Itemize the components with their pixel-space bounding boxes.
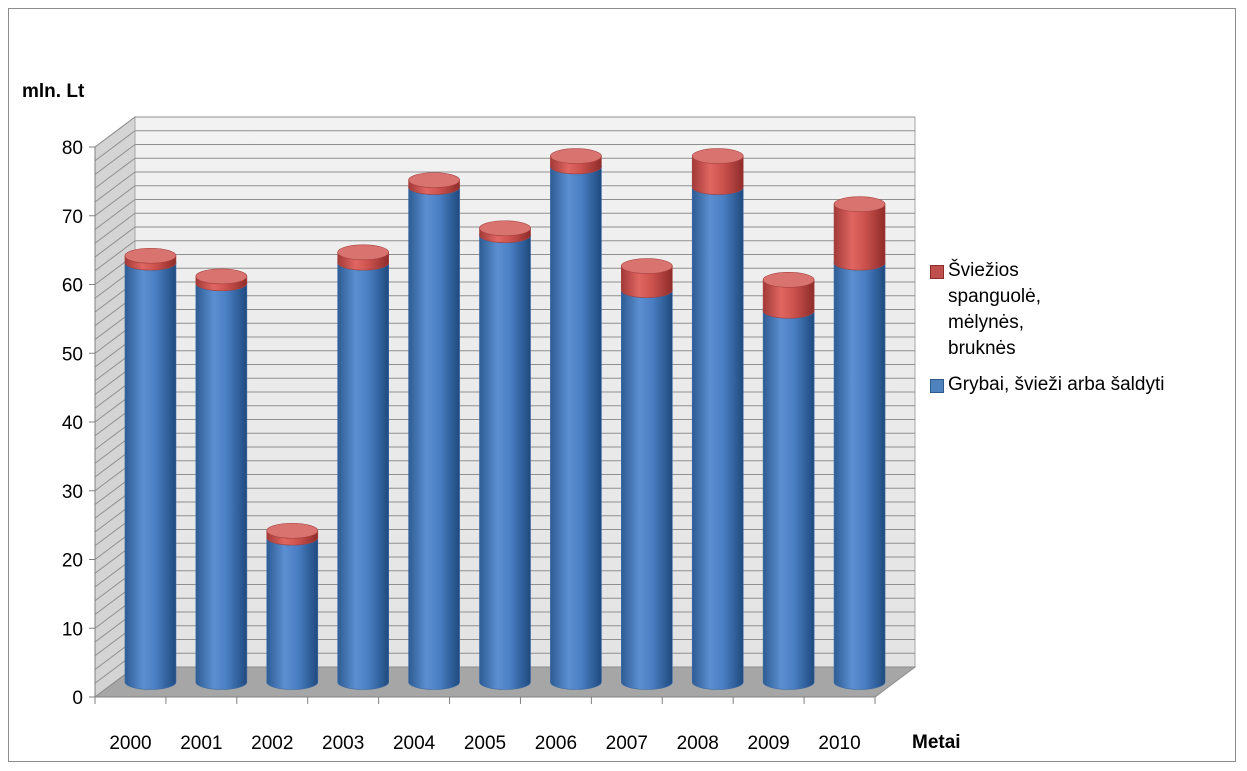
bar-body xyxy=(691,155,744,195)
bars xyxy=(124,148,886,690)
x-tick-label: 2006 xyxy=(535,733,577,754)
bar-body xyxy=(195,282,248,690)
bar-cranberries xyxy=(266,522,319,546)
bar-top xyxy=(266,522,319,539)
y-tick-label: 70 xyxy=(62,207,83,228)
gridline-minor-side xyxy=(94,157,136,189)
x-tick-label: 2010 xyxy=(818,733,860,754)
bar-mushrooms xyxy=(408,179,460,690)
y-tick-label: 40 xyxy=(62,413,83,434)
bar-body xyxy=(124,262,177,690)
bar-mushrooms xyxy=(266,529,319,690)
bar-mushrooms xyxy=(550,158,602,690)
bar-cranberries xyxy=(408,172,460,195)
x-tick-label: 2008 xyxy=(677,733,719,754)
bar-cranberries xyxy=(762,272,815,319)
bar-cranberries xyxy=(337,244,389,271)
y-axis-title: mln. Lt xyxy=(22,81,85,102)
bar-cranberries xyxy=(833,196,886,271)
x-tick-label: 2009 xyxy=(747,733,789,754)
bar-mushrooms xyxy=(762,302,815,690)
bar-body xyxy=(762,310,815,690)
bar-mushrooms xyxy=(479,227,531,690)
legend-label-cranberries: Šviežios spanguolė, mėlynės, bruknės xyxy=(948,260,1041,359)
bar-cranberries xyxy=(124,247,177,271)
y-tick-label: 50 xyxy=(62,344,83,365)
x-axis: 2000 2001 2002 2003 2004 2005 2006 2007 2008 2009… xyxy=(94,697,876,754)
bar-top xyxy=(762,272,815,288)
bar-mushrooms xyxy=(195,275,248,690)
bar-cranberries xyxy=(550,148,602,175)
bar-body xyxy=(337,262,389,690)
bar-body xyxy=(266,537,319,690)
y-tick-label: 0 xyxy=(72,688,83,709)
bar-top xyxy=(833,196,886,212)
y-tick-label: 10 xyxy=(62,619,83,640)
legend-swatch-cranberries xyxy=(930,265,944,279)
gridline-minor-side xyxy=(94,199,136,230)
legend-swatch-mushrooms xyxy=(930,379,944,393)
bar-mushrooms xyxy=(621,282,673,690)
bar-body xyxy=(833,262,886,690)
y-tick-label: 20 xyxy=(62,551,83,572)
bar-top xyxy=(124,247,177,264)
x-tick-label: 2002 xyxy=(251,733,293,754)
bar-top xyxy=(550,148,602,164)
bar-cranberries xyxy=(195,268,248,292)
gridline-major-side xyxy=(94,116,136,148)
x-tick-label: 2005 xyxy=(464,733,506,754)
bar-body xyxy=(479,234,531,690)
bar-body xyxy=(833,203,886,271)
bar-body xyxy=(621,265,673,298)
bar-cranberries xyxy=(621,258,673,298)
bar-body xyxy=(762,279,815,319)
gridline-minor-side xyxy=(94,171,136,203)
gridline-minor-side xyxy=(94,212,136,244)
bar-top xyxy=(691,148,744,164)
bar-body xyxy=(408,186,460,690)
y-tick-label: 80 xyxy=(62,138,83,159)
gridline-minor-side xyxy=(94,130,136,162)
gridline-minor-side xyxy=(94,226,136,258)
x-tick-label: 2003 xyxy=(322,733,364,754)
x-tick-label: 2000 xyxy=(109,733,151,754)
bar-body xyxy=(550,166,602,690)
bar-top xyxy=(195,268,248,285)
y-axis: 0 10 20 30 40 50 60 70 80 xyxy=(62,138,95,709)
gridline-major-side xyxy=(94,185,136,217)
legend-item-cranberries: Šviežios spanguolė, mėlynės, bruknės xyxy=(930,258,1240,362)
bar-top xyxy=(408,172,460,188)
bar-body xyxy=(621,289,673,690)
y-tick-label: 60 xyxy=(62,276,83,297)
bar-mushrooms xyxy=(691,179,744,690)
x-tick-label: 2007 xyxy=(606,733,648,754)
x-tick-label: 2001 xyxy=(180,733,222,754)
bar-mushrooms xyxy=(124,254,177,690)
legend: Šviežios spanguolė, mėlynės, bruknės Gry… xyxy=(930,258,1240,408)
bar-top xyxy=(621,258,673,274)
x-tick-label: 2004 xyxy=(393,733,436,754)
bar-top xyxy=(337,244,389,261)
bar-top xyxy=(479,220,531,237)
bar-mushrooms xyxy=(833,254,886,690)
x-axis-title: Metai xyxy=(912,732,961,753)
legend-label-mushrooms: Grybai, švieži arba šaldyti xyxy=(948,374,1165,395)
legend-item-mushrooms: Grybai, švieži arba šaldyti xyxy=(930,372,1240,398)
y-tick-label: 30 xyxy=(62,482,83,503)
bar-cranberries xyxy=(479,220,531,243)
gridline-minor-side xyxy=(94,144,136,175)
bar-cranberries xyxy=(691,148,744,195)
bar-body xyxy=(691,186,744,690)
bar-mushrooms xyxy=(337,254,389,690)
gridline-minor-side xyxy=(94,240,136,272)
